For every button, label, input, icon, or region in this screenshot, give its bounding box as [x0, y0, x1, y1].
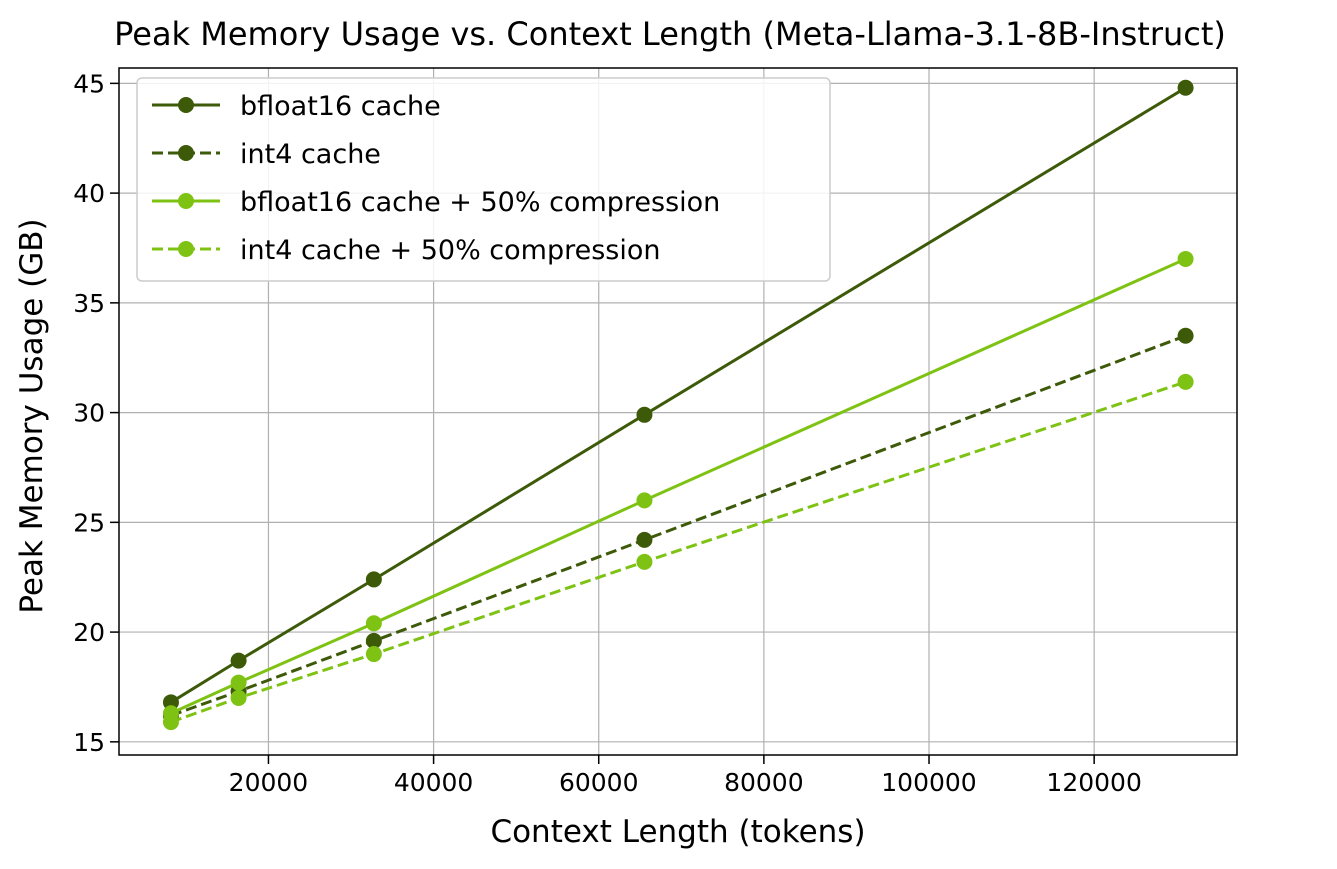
- data-point: [1177, 327, 1194, 344]
- data-point: [162, 714, 179, 731]
- legend-marker: [178, 193, 194, 209]
- plot-frame: [118, 67, 1238, 756]
- y-tick-label: 30: [73, 399, 105, 428]
- data-point: [636, 492, 653, 509]
- legend-marker: [178, 241, 194, 257]
- legend-item: int4 cache + 50% compression: [152, 235, 661, 266]
- data-point: [636, 531, 653, 548]
- data-point: [365, 571, 382, 588]
- x-axis-label: Context Length (tokens): [490, 814, 865, 850]
- series-4: [162, 373, 1194, 731]
- legend-item: int4 cache: [152, 139, 381, 170]
- series-1: [162, 79, 1194, 711]
- y-tick-label: 15: [73, 728, 105, 757]
- legend-label: bfloat16 cache + 50% compression: [240, 187, 720, 218]
- data-point: [162, 694, 179, 711]
- y-tick-label: 35: [73, 289, 105, 318]
- plot-border: [118, 67, 1238, 756]
- x-tick-label: 40000: [394, 768, 474, 797]
- legend-marker: [178, 97, 194, 113]
- data-point: [230, 674, 247, 691]
- data-point: [1177, 373, 1194, 390]
- data-point: [1177, 250, 1194, 267]
- legend-label: bfloat16 cache: [240, 91, 441, 122]
- x-tick-label: 120000: [1046, 768, 1141, 797]
- x-tick-label: 20000: [229, 768, 309, 797]
- data-point: [230, 689, 247, 706]
- series-group: [162, 79, 1194, 731]
- x-tick-label: 100000: [881, 768, 976, 797]
- legend-marker: [178, 145, 194, 161]
- legend-label: int4 cache: [240, 139, 381, 170]
- chart-title: Peak Memory Usage vs. Context Length (Me…: [114, 15, 1226, 53]
- series-3: [162, 250, 1194, 722]
- y-tick-label: 40: [73, 179, 105, 208]
- y-tick-label: 20: [73, 618, 105, 647]
- y-tick-label: 45: [73, 69, 105, 98]
- y-tick-label: 25: [73, 508, 105, 537]
- data-point: [365, 615, 382, 632]
- legend-item: bfloat16 cache + 50% compression: [152, 187, 720, 218]
- axis-ticks: 20000 40000 60000 80000 100000 120000 15 20 25 30…: [73, 69, 1142, 797]
- data-point: [1177, 79, 1194, 96]
- legend-item: bfloat16 cache: [152, 91, 441, 122]
- data-point: [365, 632, 382, 649]
- legend: bfloat16 cache int4 cache bfloat16 cache +…: [136, 77, 831, 282]
- data-point: [230, 652, 247, 669]
- data-point: [636, 406, 653, 423]
- y-axis-label: Peak Memory Usage (GB): [14, 218, 50, 613]
- x-tick-label: 80000: [724, 768, 804, 797]
- data-point: [365, 646, 382, 663]
- legend-box: [136, 77, 831, 282]
- legend-label: int4 cache + 50% compression: [240, 235, 661, 266]
- x-tick-label: 60000: [559, 768, 639, 797]
- series-2: [162, 327, 1194, 724]
- data-point: [636, 553, 653, 570]
- series-line: [170, 257, 1187, 715]
- series-line: [170, 380, 1187, 724]
